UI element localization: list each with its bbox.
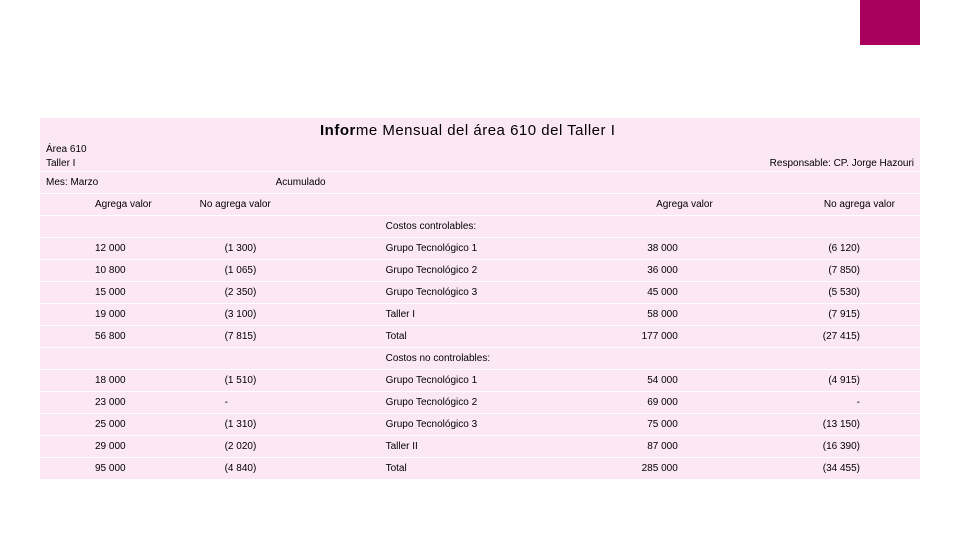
report-content: Informe Mensual del área 610 del Taller … <box>40 118 920 480</box>
title-rest: me Mensual del área 610 del Taller I <box>356 122 616 139</box>
header-row-2: Agrega valor No agrega valor Agrega valo… <box>40 194 920 216</box>
mes-label: Mes: Marzo <box>40 172 190 194</box>
table-row: 29 000(2 020)Taller II87 000(16 390) <box>40 436 920 458</box>
cell-agrega-acum: 177 000 <box>594 326 752 348</box>
cell-agrega-mes: 15 000 <box>40 282 190 304</box>
table-row: 23 000-Grupo Tecnológico 269 000- <box>40 392 920 414</box>
report-title: Informe Mensual del área 610 del Taller … <box>40 118 920 143</box>
section-no-controlables: Costos no controlables: <box>40 348 920 370</box>
cell-noagrega-mes: (1 300) <box>190 238 366 260</box>
header-row-1: Mes: Marzo Acumulado <box>40 172 920 194</box>
cell-noagrega-acum: (4 915) <box>753 370 920 392</box>
cell-agrega-acum: 87 000 <box>594 436 752 458</box>
cell-noagrega-mes: (1 065) <box>190 260 366 282</box>
cell-noagrega-acum: (13 150) <box>753 414 920 436</box>
cell-agrega-mes: 95 000 <box>40 458 190 480</box>
cell-noagrega-acum: (5 530) <box>753 282 920 304</box>
acumulado-label: Acumulado <box>190 172 366 194</box>
cell-desc: Total <box>366 458 595 480</box>
cell-agrega-acum: 38 000 <box>594 238 752 260</box>
noagrega-1: No agrega valor <box>190 194 366 216</box>
agrega-1: Agrega valor <box>40 194 190 216</box>
noagrega-2: No agrega valor <box>753 194 920 216</box>
responsable-label: Responsable: CP. Jorge Hazouri <box>770 158 914 171</box>
taller-label: Taller I <box>46 157 770 171</box>
table-row: 19 000(3 100)Taller I58 000(7 915) <box>40 304 920 326</box>
table-row: 12 000(1 300)Grupo Tecnológico 138 000(6… <box>40 238 920 260</box>
cell-noagrega-acum: (6 120) <box>753 238 920 260</box>
cell-desc: Grupo Tecnológico 1 <box>366 370 595 392</box>
cell-noagrega-mes: (7 815) <box>190 326 366 348</box>
cell-agrega-acum: 69 000 <box>594 392 752 414</box>
cell-noagrega-acum: (27 415) <box>753 326 920 348</box>
cell-noagrega-mes: (2 020) <box>190 436 366 458</box>
cell-agrega-acum: 54 000 <box>594 370 752 392</box>
cell-noagrega-mes: (1 310) <box>190 414 366 436</box>
cell-agrega-acum: 45 000 <box>594 282 752 304</box>
cell-agrega-acum: 58 000 <box>594 304 752 326</box>
cell-desc: Grupo Tecnológico 1 <box>366 238 595 260</box>
cell-agrega-acum: 36 000 <box>594 260 752 282</box>
cell-noagrega-acum: (16 390) <box>753 436 920 458</box>
section-1-label: Costos controlables: <box>366 216 595 238</box>
cell-agrega-mes: 12 000 <box>40 238 190 260</box>
cell-agrega-mes: 10 800 <box>40 260 190 282</box>
section-2-label: Costos no controlables: <box>366 348 595 370</box>
table-row: 25 000(1 310)Grupo Tecnológico 375 000(1… <box>40 414 920 436</box>
cell-desc: Grupo Tecnológico 2 <box>366 392 595 414</box>
cell-noagrega-mes: (4 840) <box>190 458 366 480</box>
cell-desc: Taller I <box>366 304 595 326</box>
cell-desc: Grupo Tecnológico 3 <box>366 282 595 304</box>
report-table: Mes: Marzo Acumulado Agrega valor No agr… <box>40 172 920 480</box>
title-prefix: Infor <box>320 122 356 139</box>
meta-left: Área 610 Taller I <box>46 143 770 171</box>
table-row: 56 800(7 815)Total177 000(27 415) <box>40 326 920 348</box>
agrega-2: Agrega valor <box>594 194 752 216</box>
cell-agrega-mes: 23 000 <box>40 392 190 414</box>
cell-noagrega-acum: (7 915) <box>753 304 920 326</box>
cell-agrega-acum: 285 000 <box>594 458 752 480</box>
cell-agrega-mes: 25 000 <box>40 414 190 436</box>
cell-noagrega-mes: (2 350) <box>190 282 366 304</box>
cell-noagrega-acum: - <box>753 392 920 414</box>
cell-noagrega-acum: (34 455) <box>753 458 920 480</box>
table-row: 15 000(2 350)Grupo Tecnológico 345 000(5… <box>40 282 920 304</box>
cell-desc: Grupo Tecnológico 3 <box>366 414 595 436</box>
table-row: 10 800(1 065)Grupo Tecnológico 236 000(7… <box>40 260 920 282</box>
cell-noagrega-acum: (7 850) <box>753 260 920 282</box>
cell-noagrega-mes: (1 510) <box>190 370 366 392</box>
cell-agrega-mes: 19 000 <box>40 304 190 326</box>
cell-noagrega-mes: - <box>190 392 366 414</box>
area-label: Área 610 <box>46 143 770 157</box>
meta-row: Área 610 Taller I Responsable: CP. Jorge… <box>40 143 920 172</box>
cell-agrega-mes: 56 800 <box>40 326 190 348</box>
cell-agrega-mes: 18 000 <box>40 370 190 392</box>
cell-desc: Total <box>366 326 595 348</box>
cell-agrega-mes: 29 000 <box>40 436 190 458</box>
cell-desc: Grupo Tecnológico 2 <box>366 260 595 282</box>
accent-block <box>860 0 920 45</box>
cell-desc: Taller II <box>366 436 595 458</box>
cell-noagrega-mes: (3 100) <box>190 304 366 326</box>
cell-agrega-acum: 75 000 <box>594 414 752 436</box>
table-row: 18 000(1 510)Grupo Tecnológico 154 000(4… <box>40 370 920 392</box>
table-row: 95 000(4 840)Total285 000(34 455) <box>40 458 920 480</box>
section-controlables: Costos controlables: <box>40 216 920 238</box>
